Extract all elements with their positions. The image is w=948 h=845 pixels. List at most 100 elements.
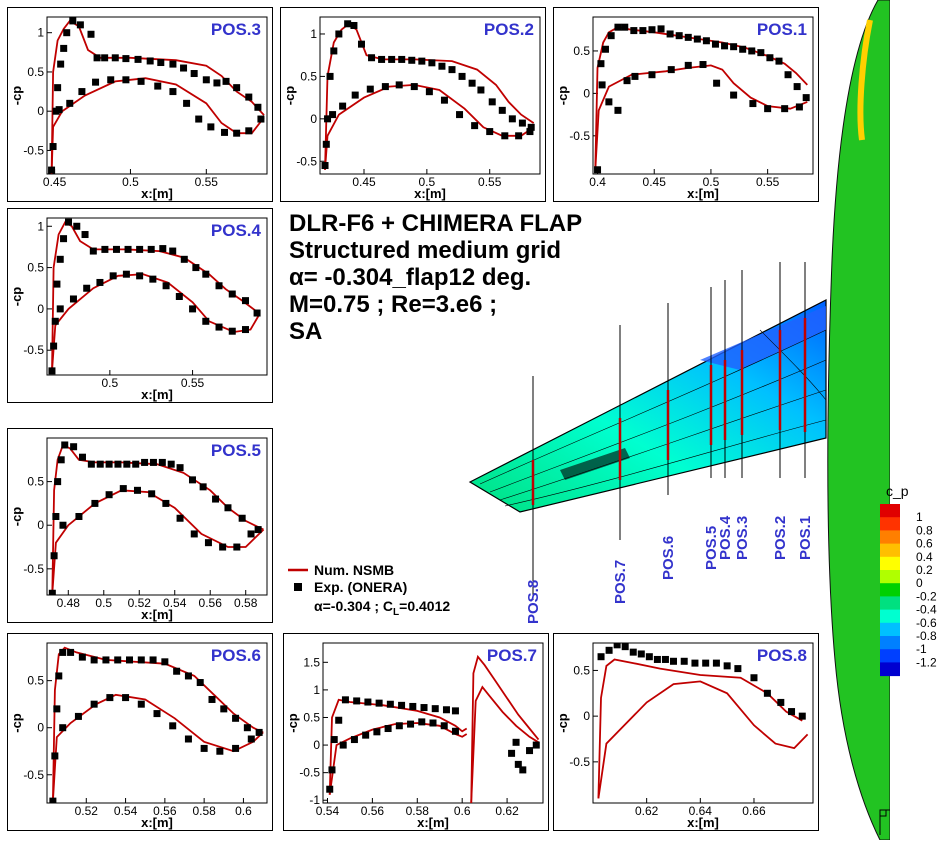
experimental-cp-marker	[111, 54, 119, 62]
experimental-cp-marker	[199, 483, 207, 491]
experimental-cp-marker	[245, 93, 253, 101]
colorbar-cell	[880, 636, 900, 650]
y-axis-label: -cp	[285, 713, 300, 733]
x-axis-label: x:[m]	[141, 186, 173, 201]
experimental-cp-marker	[241, 297, 249, 305]
y-tick-label: -0.5	[23, 562, 44, 576]
experimental-cp-marker	[216, 747, 224, 755]
colorbar-tick-label: 0.8	[916, 523, 933, 537]
experimental-cp-marker	[83, 284, 91, 292]
experimental-cp-marker	[614, 23, 622, 31]
experimental-cp-marker	[92, 78, 100, 86]
experimental-cp-marker	[91, 499, 99, 507]
experimental-cp-marker	[366, 85, 374, 93]
experimental-cp-marker	[78, 653, 86, 661]
experimental-cp-marker	[175, 293, 183, 300]
plot-title: POS.3	[211, 20, 261, 39]
experimental-cp-marker	[326, 72, 334, 80]
experimental-cp-marker	[255, 728, 263, 736]
plot-svg: 0.48 0.5 0.52 0.54 0.56 0.58 -0.5 0 0.5 x:[m] -cp P…	[7, 428, 273, 623]
experimental-cp-marker	[512, 738, 520, 746]
x-tick-label: 0.54	[114, 804, 138, 818]
experimental-cp-marker	[675, 32, 683, 40]
x-tick-label: 0.5	[122, 175, 139, 189]
plot-axes-box	[46, 437, 268, 596]
experimental-cp-marker	[669, 657, 677, 665]
experimental-cp-marker	[440, 722, 448, 730]
experimental-cp-marker	[105, 491, 113, 499]
experimental-cp-marker	[162, 282, 170, 290]
experimental-cp-marker	[149, 458, 157, 466]
experimental-cp-marker	[228, 290, 236, 298]
experimental-cp-marker	[50, 552, 58, 560]
case-title-line-1: DLR-F6 + CHIMERA FLAP	[289, 210, 583, 237]
colorbar-cell	[880, 543, 900, 558]
cp-plot-pos3: 0.45 0.5 0.55 -0.5 0 0.5 1 x:[m] -cp POS.3	[7, 7, 273, 202]
wing-svg: POS.8 POS.7 POS.6 POS.5 POS.4 POS.3 POS.…	[468, 0, 891, 841]
plot-svg: 0.62 0.64 0.66 -0.5 0 0.5 x:[m] -cp POS.8	[553, 633, 819, 831]
experimental-cp-marker	[330, 736, 338, 744]
x-tick-label: 0.6	[454, 804, 471, 818]
experimental-cp-marker	[661, 655, 669, 663]
experimental-cp-marker	[141, 458, 149, 466]
experimental-cp-marker	[233, 84, 241, 92]
experimental-cp-marker	[488, 98, 496, 106]
experimental-cp-marker	[621, 643, 629, 651]
experimental-cp-marker	[169, 722, 177, 730]
colorbar-cell	[880, 583, 900, 597]
experimental-cp-marker	[153, 710, 161, 718]
flap-fairing	[560, 448, 630, 480]
experimental-cp-marker	[188, 476, 196, 484]
numerical-cp-line	[51, 220, 260, 371]
experimental-cp-marker	[637, 650, 645, 658]
experimental-cp-marker	[176, 464, 184, 472]
plot-title: POS.4	[211, 221, 262, 240]
experimental-cp-marker	[162, 499, 170, 507]
experimental-cp-marker	[146, 57, 154, 65]
experimental-cp-marker	[134, 55, 142, 63]
experimental-cp-marker	[66, 99, 74, 107]
experimental-cp-marker	[173, 667, 181, 675]
experimental-cp-marker	[90, 656, 98, 664]
colorbar-tick-label: 0.4	[916, 550, 933, 564]
experimental-cp-marker	[96, 460, 104, 468]
plot-axes-box	[322, 642, 544, 804]
y-tick-label: 0	[310, 112, 317, 126]
legend-num-label: Num. NSMB	[314, 562, 394, 578]
experimental-cp-marker	[232, 744, 240, 752]
experimental-cp-marker	[699, 61, 707, 69]
experimental-cp-marker	[702, 659, 710, 667]
experimental-cp-marker	[508, 749, 516, 757]
experimental-cp-marker	[105, 460, 113, 468]
experimental-cp-marker	[350, 736, 358, 744]
x-tick-label: 0.55	[195, 175, 219, 189]
y-tick-label: 0	[37, 104, 44, 118]
y-tick-label: 1	[37, 26, 44, 40]
experimental-cp-marker	[605, 646, 613, 654]
experimental-cp-marker	[136, 245, 144, 253]
colorbar-cell	[880, 570, 900, 584]
experimental-cp-marker	[451, 707, 459, 715]
colorbar-tick-label: -0.8	[916, 629, 937, 643]
experimental-cp-marker	[409, 702, 417, 710]
experimental-cp-marker	[508, 115, 516, 123]
x-tick-label: 0.58	[192, 804, 216, 818]
experimental-cp-marker	[362, 731, 370, 739]
experimental-cp-marker	[341, 696, 349, 704]
experimental-cp-marker	[60, 44, 68, 52]
wing-suction-peak	[700, 306, 826, 370]
experimental-cp-marker	[51, 317, 59, 325]
experimental-cp-marker	[180, 64, 188, 72]
experimental-cp-marker	[149, 656, 157, 664]
experimental-cp-marker	[438, 62, 446, 70]
experimental-cp-marker	[114, 656, 122, 664]
experimental-cp-marker	[431, 705, 439, 713]
experimental-cp-marker	[456, 111, 464, 119]
plot-series-group	[48, 441, 265, 595]
experimental-cp-marker	[233, 129, 241, 137]
y-axis-label: -cp	[9, 713, 24, 733]
experimental-cp-marker	[328, 766, 336, 774]
y-tick-label: 0.5	[303, 710, 320, 724]
experimental-cp-marker	[257, 115, 265, 123]
